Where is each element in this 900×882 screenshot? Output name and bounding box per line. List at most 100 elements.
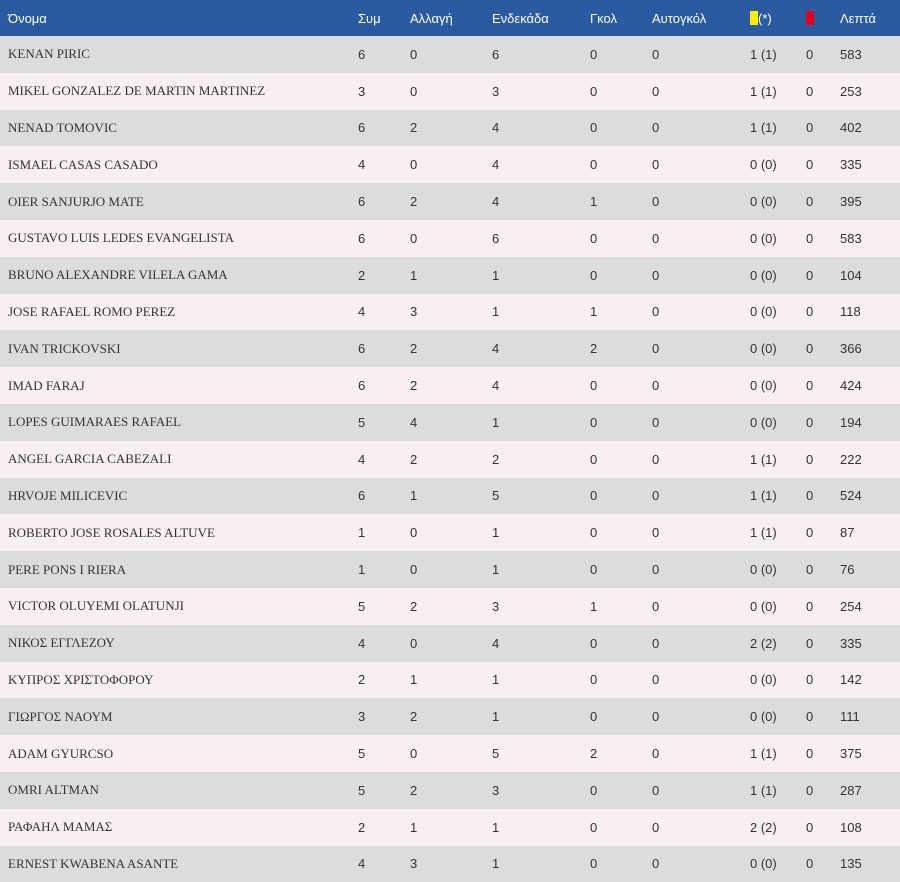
player-name: IVAN TRICKOVSKI: [8, 340, 121, 356]
table-row: VICTOR OLUYEMI OLATUNJI 5 2 3 1 0 0 (0) 0 254: [0, 587, 900, 625]
appearances-cell: 1: [358, 562, 366, 578]
minutes-cell: 424: [840, 378, 862, 394]
player-name: ERNEST KWABENA ASANTE: [8, 855, 179, 871]
red-cards-cell: 0: [806, 230, 814, 246]
yellow-cards-cell: 1 (1): [750, 83, 777, 99]
yellow-cards-cell: 1 (1): [750, 782, 777, 798]
minutes-cell: 76: [840, 562, 855, 578]
header-own-goals[interactable]: Αυτογκόλ: [652, 10, 707, 26]
red-cards-cell: 0: [806, 709, 814, 725]
header-substitutions[interactable]: Αλλαγή: [410, 10, 453, 26]
own-goals-cell: 0: [652, 267, 660, 283]
goals-cell: 0: [590, 83, 598, 99]
substitutions-cell: 0: [410, 46, 418, 62]
minutes-cell: 375: [840, 746, 862, 762]
minutes-cell: 194: [840, 414, 862, 430]
header-appearances[interactable]: Συμ: [358, 10, 381, 26]
table-row: ΝΙΚΟΣ ΕΓΓΛΕΖΟΥ 4 0 4 0 0 2 (2) 0 335: [0, 624, 900, 662]
own-goals-cell: 0: [652, 782, 660, 798]
appearances-cell: 1: [358, 525, 366, 541]
red-cards-cell: 0: [806, 562, 814, 578]
minutes-cell: 254: [840, 598, 862, 614]
goals-cell: 0: [590, 635, 598, 651]
appearances-cell: 5: [358, 598, 366, 614]
appearances-cell: 6: [358, 194, 366, 210]
red-cards-cell: 0: [806, 157, 814, 173]
yellow-cards-cell: 2 (2): [750, 635, 777, 651]
appearances-cell: 4: [358, 635, 366, 651]
header-minutes[interactable]: Λεπτά: [840, 10, 876, 26]
red-cards-cell: 0: [806, 120, 814, 136]
appearances-cell: 6: [358, 378, 366, 394]
substitutions-cell: 2: [410, 598, 418, 614]
yellow-cards-cell: 1 (1): [750, 451, 777, 467]
substitutions-cell: 1: [410, 267, 418, 283]
red-cards-cell: 0: [806, 819, 814, 835]
table-row: OMRI ALTMAN 5 2 3 0 0 1 (1) 0 287: [0, 771, 900, 809]
starts-cell: 1: [492, 672, 500, 688]
appearances-cell: 4: [358, 157, 366, 173]
player-name: ROBERTO JOSE ROSALES ALTUVE: [8, 524, 215, 540]
header-yellow-cards[interactable]: (*): [742, 0, 798, 36]
goals-cell: 0: [590, 230, 598, 246]
own-goals-cell: 0: [652, 157, 660, 173]
starts-cell: 4: [492, 341, 500, 357]
substitutions-cell: 2: [410, 194, 418, 210]
substitutions-cell: 3: [410, 856, 418, 872]
starts-cell: 1: [492, 819, 500, 835]
header-goals[interactable]: Γκολ: [590, 10, 617, 26]
own-goals-cell: 0: [652, 598, 660, 614]
table-row: ROBERTO JOSE ROSALES ALTUVE 1 0 1 0 0 1 (1) 0 87: [0, 514, 900, 552]
starts-cell: 4: [492, 157, 500, 173]
own-goals-cell: 0: [652, 562, 660, 578]
red-cards-cell: 0: [806, 856, 814, 872]
starts-cell: 5: [492, 488, 500, 504]
header-name[interactable]: Όνομα: [8, 10, 47, 26]
player-name: GUSTAVO LUIS LEDES EVANGELISTA: [8, 230, 235, 246]
table-row: ΚΥΠΡΟΣ ΧΡΙΣΤΟΦΟΡΟΥ 2 1 1 0 0 0 (0) 0 142: [0, 661, 900, 699]
header-starts[interactable]: Ενδεκάδα: [492, 10, 549, 26]
table-row: PERE PONS I RIERA 1 0 1 0 0 0 (0) 0 76: [0, 551, 900, 588]
table-row: ERNEST KWABENA ASANTE 4 3 1 0 0 0 (0) 0 135: [0, 845, 900, 882]
red-cards-cell: 0: [806, 451, 814, 467]
appearances-cell: 6: [358, 488, 366, 504]
yellow-cards-cell: 0 (0): [750, 709, 777, 725]
table-row: HRVOJE MILICEVIC 6 1 5 0 0 1 (1) 0 524: [0, 477, 900, 515]
player-name: ANGEL GARCIA CABEZALI: [8, 451, 172, 467]
starts-cell: 3: [492, 83, 500, 99]
player-name: LOPES GUIMARAES RAFAEL: [8, 414, 182, 430]
minutes-cell: 366: [840, 341, 862, 357]
substitutions-cell: 0: [410, 635, 418, 651]
substitutions-cell: 0: [410, 562, 418, 578]
table-row: IVAN TRICKOVSKI 6 2 4 2 0 0 (0) 0 366: [0, 330, 900, 368]
table-row: BRUNO ALEXANDRE VILELA GAMA 2 1 1 0 0 0 (0) 0 10…: [0, 256, 900, 294]
red-cards-cell: 0: [806, 746, 814, 762]
goals-cell: 2: [590, 746, 598, 762]
goals-cell: 1: [590, 598, 598, 614]
red-cards-cell: 0: [806, 525, 814, 541]
starts-cell: 3: [492, 782, 500, 798]
player-name: PERE PONS I RIERA: [8, 561, 127, 577]
yellow-cards-cell: 0 (0): [750, 230, 777, 246]
goals-cell: 0: [590, 451, 598, 467]
substitutions-cell: 0: [410, 83, 418, 99]
yellow-card-suffix: (*): [758, 10, 772, 26]
goals-cell: 1: [590, 194, 598, 210]
substitutions-cell: 0: [410, 525, 418, 541]
red-cards-cell: 0: [806, 635, 814, 651]
starts-cell: 1: [492, 304, 500, 320]
own-goals-cell: 0: [652, 635, 660, 651]
goals-cell: 0: [590, 120, 598, 136]
starts-cell: 1: [492, 414, 500, 430]
red-cards-cell: 0: [806, 341, 814, 357]
appearances-cell: 4: [358, 856, 366, 872]
table-row: NENAD TOMOVIC 6 2 4 0 0 1 (1) 0 402: [0, 109, 900, 147]
goals-cell: 0: [590, 46, 598, 62]
starts-cell: 1: [492, 709, 500, 725]
substitutions-cell: 4: [410, 414, 418, 430]
red-cards-cell: 0: [806, 267, 814, 283]
starts-cell: 4: [492, 635, 500, 651]
header-red-cards[interactable]: [798, 0, 832, 36]
yellow-cards-cell: 1 (1): [750, 488, 777, 504]
yellow-cards-cell: 1 (1): [750, 120, 777, 136]
